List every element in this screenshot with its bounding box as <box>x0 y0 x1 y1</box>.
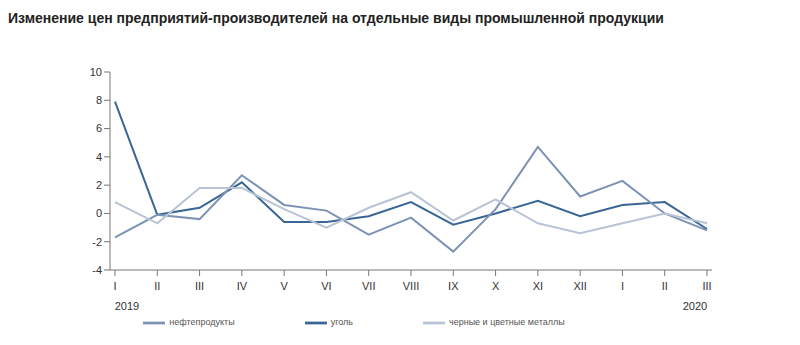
svg-text:2: 2 <box>96 179 102 191</box>
svg-text:V: V <box>280 280 288 292</box>
svg-text:-2: -2 <box>92 236 102 248</box>
svg-text:IV: IV <box>237 280 248 292</box>
html-text:нефтепродукты: нефтепродукты <box>169 317 235 328</box>
svg-text:I: I <box>113 280 116 292</box>
svg-text:VII: VII <box>362 280 375 292</box>
svg-text:III: III <box>195 280 204 292</box>
svg-text:4: 4 <box>96 151 102 163</box>
svg-text:X: X <box>492 280 500 292</box>
svg-text:6: 6 <box>96 122 102 134</box>
svg-text:0: 0 <box>96 207 102 219</box>
html-text:черные и цветные металлы: черные и цветные металлы <box>449 317 565 328</box>
svg-text:VIII: VIII <box>403 280 420 292</box>
svg-text:II: II <box>154 280 160 292</box>
svg-text:-4: -4 <box>92 264 102 276</box>
svg-text:III: III <box>702 280 711 292</box>
svg-text:II: II <box>662 280 668 292</box>
html-text:Изменение цен предприятий-прои: Изменение цен предприятий-производителей… <box>8 10 664 26</box>
svg-text:2019: 2019 <box>115 300 139 312</box>
svg-text:2020: 2020 <box>683 300 707 312</box>
svg-text:8: 8 <box>96 94 102 106</box>
svg-text:IX: IX <box>448 280 459 292</box>
svg-text:VI: VI <box>321 280 331 292</box>
svg-text:10: 10 <box>90 66 102 78</box>
svg-text:I: I <box>621 280 624 292</box>
svg-text:XI: XI <box>533 280 543 292</box>
svg-text:XII: XII <box>573 280 586 292</box>
html-text:уголь: уголь <box>330 317 353 328</box>
